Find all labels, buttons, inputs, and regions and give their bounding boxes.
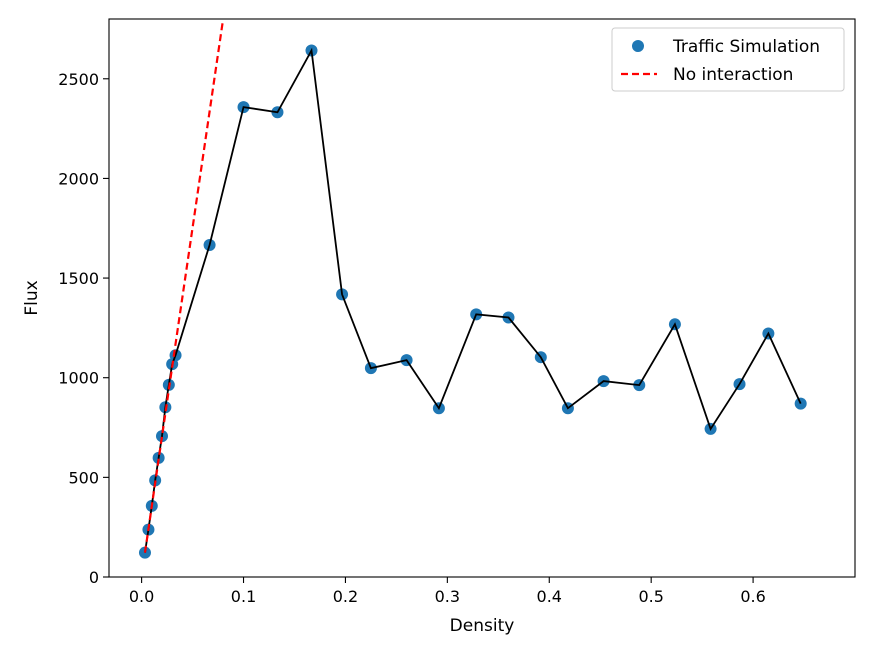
y-tick-label: 500 — [68, 468, 99, 487]
y-tick-label: 2500 — [58, 70, 99, 89]
x-tick-label: 0.1 — [231, 587, 256, 606]
y-tick-label: 1000 — [58, 369, 99, 388]
series-line-no-interaction — [143, 19, 225, 553]
legend-label-traffic-simulation: Traffic Simulation — [672, 37, 820, 57]
legend: Traffic Simulation No interaction — [611, 27, 845, 92]
x-tick-label: 0.6 — [740, 587, 765, 606]
legend-marker-traffic-simulation — [632, 40, 644, 52]
plot-area-frame — [108, 18, 856, 578]
x-tick-label: 0.4 — [537, 587, 562, 606]
x-axis-label: Density — [450, 616, 515, 636]
y-axis: 0 500 1000 1500 2000 2500 — [58, 70, 109, 587]
y-tick-label: 0 — [89, 568, 99, 587]
legend-label-no-interaction: No interaction — [673, 65, 793, 85]
x-tick-label: 0.2 — [333, 587, 358, 606]
y-tick-label: 2000 — [58, 169, 99, 188]
legend-box — [611, 27, 845, 92]
y-tick-label: 1500 — [58, 269, 99, 288]
x-axis: 0.0 0.1 0.2 0.3 0.4 0.5 0.6 — [129, 577, 766, 606]
x-tick-label: 0.0 — [129, 587, 154, 606]
x-tick-label: 0.5 — [638, 587, 663, 606]
x-tick-label: 0.3 — [435, 587, 460, 606]
series-layer — [138, 19, 807, 559]
y-axis-label: Flux — [22, 280, 42, 315]
